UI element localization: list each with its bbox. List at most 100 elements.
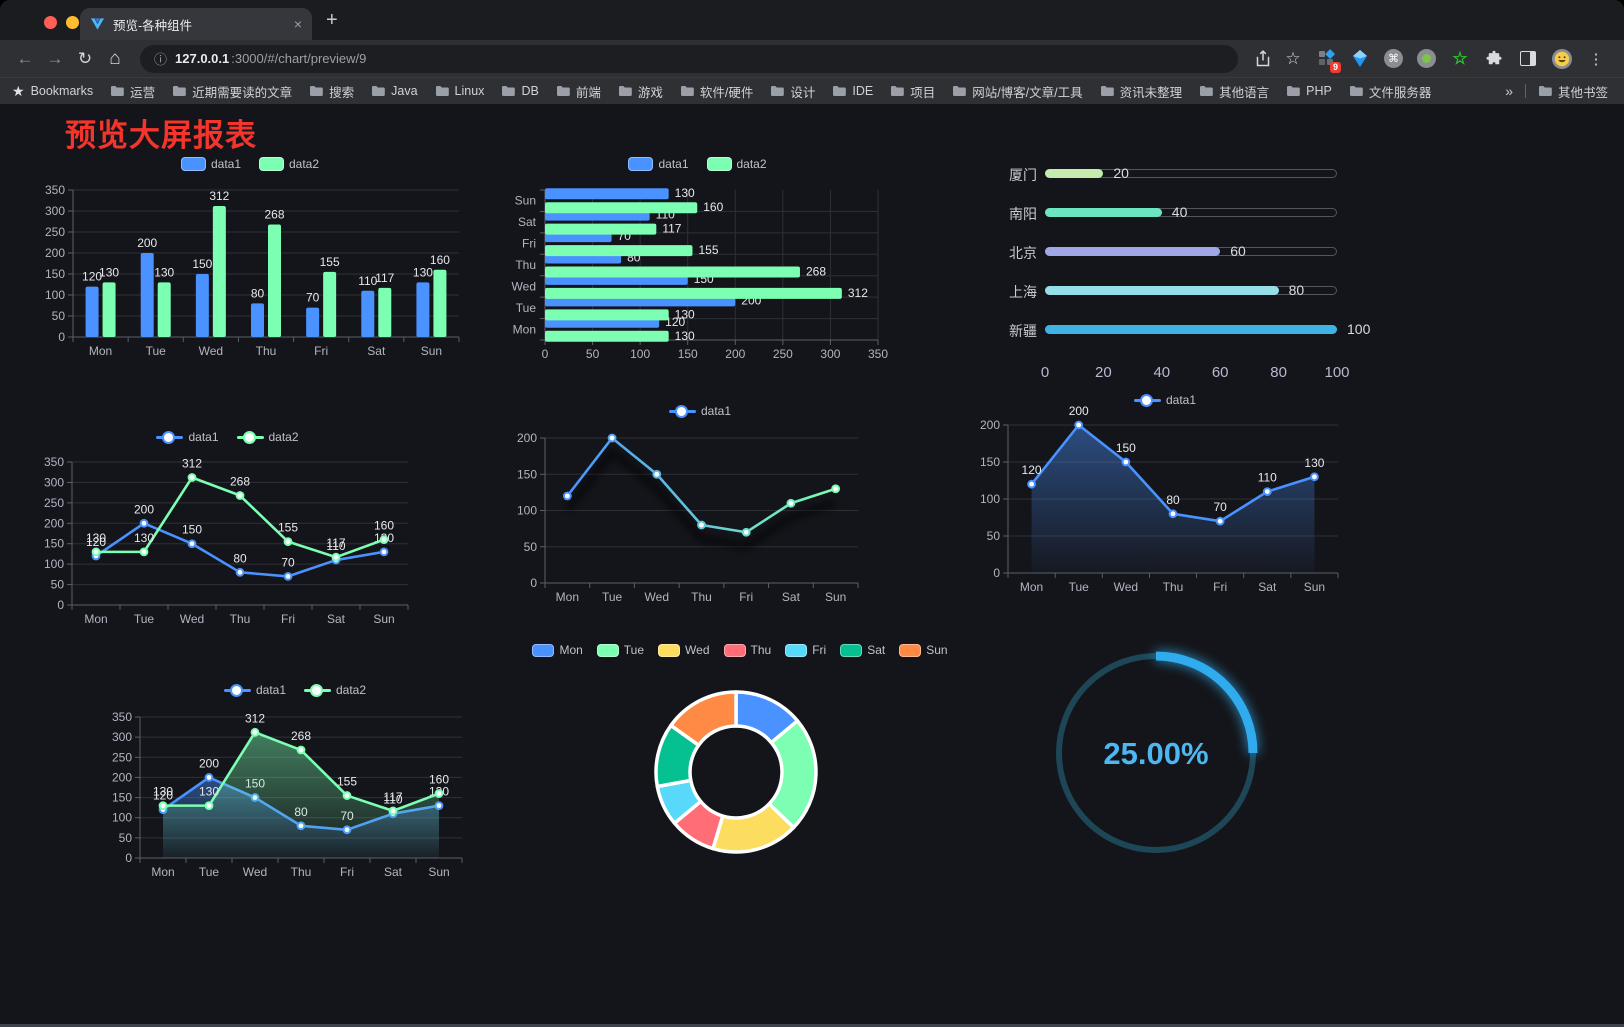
url-host: 127.0.0.1 [175,51,230,66]
site-info-icon[interactable]: ⓘ [154,52,168,67]
svg-text:250: 250 [112,750,132,764]
legend-item-Tue[interactable]: Tue [596,643,644,657]
legend-item-Fri[interactable]: Fri [785,643,826,657]
bookmark-folder-item[interactable]: 运营 [110,82,155,101]
x-axis: Mon Tue Wed Thu Fri Sat Sun [139,857,463,879]
extension-kite-icon[interactable] [1350,49,1370,69]
minimize-window-button[interactable] [66,16,79,29]
address-bar[interactable]: ⓘ 127.0.0.1:3000/#/chart/preview/9 [140,44,1238,73]
legend-item-Wed[interactable]: Wed [658,643,710,657]
x-axis: Mon Tue Wed Thu Fri Sat Sun [1007,572,1339,594]
legend-item-data2[interactable]: data2 [236,430,299,444]
legend-item-Thu[interactable]: Thu [723,643,771,657]
bookmark-folder-item[interactable]: 近期需要读的文章 [172,82,292,101]
bookmark-folder-item[interactable]: Java [371,84,418,98]
axis-tick-label: 40 [1153,364,1171,381]
browser-tab[interactable]: 预览-各种组件 × [80,8,312,40]
chart-legend: data1 data2 [105,683,485,697]
reload-icon[interactable]: ↻ [77,48,93,68]
bookmark-folder-item[interactable]: 文件服务器 [1349,82,1431,101]
area-chart[interactable]: data1 0 50 100 150 200 Mon Tue Wed Thu Fri Sat Sun 12… [975,388,1355,598]
svg-text:250: 250 [773,347,793,361]
legend-item-data2[interactable]: data2 [706,157,767,171]
bookmark-folder-item[interactable]: PHP [1286,84,1332,98]
other-bookmarks-item[interactable]: 其他书签 [1538,82,1608,101]
svg-text:130: 130 [154,265,174,279]
extensions-puzzle-icon[interactable] [1484,49,1504,69]
tab-close-icon[interactable]: × [293,16,302,32]
legend-item-data1[interactable]: data1 [223,683,286,697]
new-tab-button[interactable]: + [326,9,338,31]
browser-menu-icon[interactable]: ⋮ [1588,50,1604,68]
legend-item-data1[interactable]: data1 [156,430,219,444]
other-bookmarks-label: 其他书签 [1557,85,1608,100]
donut-chart[interactable]: Mon Tue Wed Thu Fri Sat Sun [532,635,948,895]
bookmark-folder-item[interactable]: 游戏 [618,82,663,101]
bookmark-folder-item[interactable]: DB [501,84,539,98]
line-chart[interactable]: data1 data2 0 50 100 150 200 250 300 350 Mon Tue Wed… [35,425,420,637]
bookmark-folder-item[interactable]: 资讯未整理 [1100,82,1182,101]
bar-chart[interactable]: data1 data2 0 50 100 150 200 250 300 350 Mon Tue Wed… [35,150,465,362]
progress-fill [1045,247,1221,256]
x-axis: Mon Tue Wed Thu Fri Sat Sun [72,336,460,358]
svg-text:Tue: Tue [146,344,167,358]
bookmarks-overflow-chevron[interactable]: » [1505,83,1513,99]
gauge-chart[interactable]: 25.00% [1040,645,1275,870]
legend-item-data1[interactable]: data1 [1133,393,1196,407]
emoji-avatar-icon[interactable] [1552,48,1572,69]
legend-item-Mon[interactable]: Mon [532,643,583,657]
forward-icon[interactable]: → [46,48,64,68]
legend-item-data2[interactable]: data2 [259,157,319,171]
progress-value: 40 [1171,204,1188,220]
share-icon[interactable] [1250,46,1276,72]
bookmark-folder-item[interactable]: 设计 [770,82,815,101]
svg-text:0: 0 [993,566,1000,580]
back-icon[interactable]: ← [16,48,34,68]
bookmark-folder-label: 搜索 [329,85,355,100]
svg-text:110: 110 [383,793,402,807]
svg-text:Sun: Sun [1304,580,1325,594]
gradient-line-chart[interactable]: data1 0 50 100 150 200 Mon Tue Wed Thu Fri Sat Sun [505,398,895,610]
legend-item-data2[interactable]: data2 [304,683,366,697]
horizontal-bar-chart[interactable]: data1 data2 0 50 100 150 200 250 300 350 Mon Tue Wed… [505,150,890,365]
bookmark-folder-item[interactable]: 前端 [556,82,601,101]
pie-slice-Sun[interactable] [669,690,738,747]
bookmark-folder-item[interactable]: 搜索 [309,82,354,101]
svg-text:0: 0 [530,576,537,590]
svg-text:50: 50 [51,578,65,592]
stacked-area-chart[interactable]: data1 data2 0 50 100 150 200 250 300 350 Mon Tue Wed… [105,675,485,890]
extension-grid-icon[interactable]: 9 [1316,49,1341,73]
bookmark-folder-item[interactable]: 项目 [890,82,935,101]
svg-text:0: 0 [58,330,65,344]
bookmark-folder-item[interactable]: IDE [832,84,873,98]
svg-text:Tue: Tue [516,301,537,315]
progress-value: 20 [1113,165,1129,181]
legend-label: Sun [926,643,948,657]
home-icon[interactable]: ⌂ [109,47,121,69]
progress-bars-chart[interactable]: 厦门 20 南阳 40 北京 60 上海 80 新疆 100 0 20 40 60 80 100 [1000,158,1370,388]
bookmark-folder-label: 近期需要读的文章 [192,85,293,100]
bookmark-folder-item[interactable]: Linux [435,84,484,98]
folder-icon [891,86,904,96]
svg-text:117: 117 [383,790,402,804]
y-axis: Mon Tue Wed Thu Fri Sat Sun [512,189,878,341]
legend-item-Sat[interactable]: Sat [840,643,885,657]
bookmark-folder-item[interactable]: 软件/硬件 [680,82,753,101]
bookmark-star-icon[interactable]: ☆ [1285,48,1301,68]
legend-item-data1[interactable]: data1 [628,157,689,171]
svg-text:150: 150 [45,267,65,281]
close-window-button[interactable] [44,16,57,29]
bookmark-folder-item[interactable]: 网站/博客/文章/工具 [952,82,1083,101]
extension-command-icon[interactable]: ⌘ [1384,49,1403,68]
legend-item-Sun[interactable]: Sun [899,643,948,657]
extension-record-icon[interactable] [1417,49,1436,68]
sidebar-panel-icon[interactable] [1518,49,1538,69]
bookmark-folder-item[interactable]: 其他语言 [1199,82,1269,101]
svg-text:200: 200 [137,236,157,250]
legend-item-data1[interactable]: data1 [180,157,241,171]
svg-text:70: 70 [306,291,320,305]
bookmarks-manager-item[interactable]: ★ Bookmarks [12,83,93,100]
tab-title: 预览-各种组件 [113,18,193,33]
legend-item-data1[interactable]: data1 [668,404,731,418]
extension-green-star-icon[interactable]: ☆ [1452,48,1468,68]
